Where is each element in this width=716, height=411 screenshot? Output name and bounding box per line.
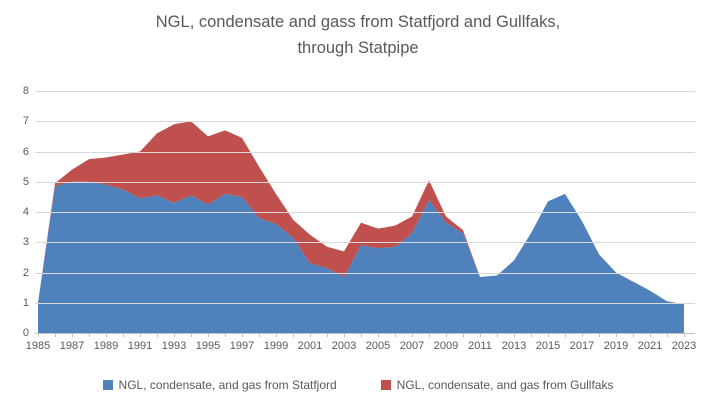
- gullfaks-area-series: [38, 121, 684, 305]
- x-axis-tick-2011: [480, 333, 481, 337]
- x-axis-tick-2012: [497, 333, 498, 337]
- x-axis-tick-2008: [429, 333, 430, 337]
- x-axis-tick-1989: [106, 333, 107, 337]
- x-axis-tick-label-1991: 1991: [127, 340, 153, 352]
- x-axis-tick-label-2007: 2007: [399, 340, 425, 352]
- legend-item-statfjord[interactable]: NGL, condensate, and gas from Statfjord: [102, 378, 337, 392]
- y-axis-tick-label-2: 2: [22, 266, 29, 279]
- x-axis-tick-2004: [361, 333, 362, 337]
- legend-item-gullfaks[interactable]: NGL, condensate, and gas from Gullfaks: [380, 378, 614, 392]
- x-axis-tick-1993: [174, 333, 175, 337]
- gullfaks-series-swatch-icon: [380, 380, 391, 390]
- legend-label-statfjord: NGL, condensate, and gas from Statfjord: [118, 378, 337, 392]
- x-axis-tick-label-2023: 2023: [671, 340, 697, 352]
- x-axis-tick-label-1989: 1989: [93, 340, 119, 352]
- x-axis-line: [35, 333, 695, 334]
- x-axis-tick-1986: [55, 333, 56, 337]
- x-axis-tick-label-1985: 1985: [25, 340, 51, 352]
- x-axis-tick-2018: [599, 333, 600, 337]
- gridline-y-6: [35, 151, 695, 153]
- gridline-y-7: [35, 121, 695, 123]
- y-axis-tick-label-7: 7: [22, 115, 29, 128]
- stacked-area-plot: [38, 121, 684, 333]
- statfjord-area-series: [38, 181, 684, 333]
- y-axis-tick-label-1: 1: [22, 296, 29, 309]
- x-axis-tick-2000: [293, 333, 294, 337]
- x-axis-tick-1997: [242, 333, 243, 337]
- x-axis-tick-label-1993: 1993: [161, 340, 187, 352]
- x-axis-tick-1990: [123, 333, 124, 337]
- legend: NGL, condensate, and gas from Statfjord …: [0, 374, 716, 396]
- chart-title-line2: through Statpipe: [297, 39, 419, 57]
- gridline-y-8: [35, 91, 695, 92]
- x-axis-tick-1988: [89, 333, 90, 337]
- x-axis-tick-1987: [72, 333, 73, 337]
- x-axis-tick-2021: [650, 333, 651, 337]
- x-axis-tick-label-1999: 1999: [263, 340, 289, 352]
- x-axis-tick-1985: [38, 333, 39, 337]
- x-axis-tick-label-1997: 1997: [229, 340, 255, 352]
- x-axis-tick-2007: [412, 333, 413, 337]
- statfjord-series-swatch-icon: [102, 380, 113, 390]
- legend-label-gullfaks: NGL, condensate, and gas from Gullfaks: [396, 378, 614, 392]
- x-axis-tick-2014: [531, 333, 532, 337]
- x-axis-tick-label-2005: 2005: [365, 340, 391, 352]
- x-axis-tick-label-2001: 2001: [297, 340, 323, 352]
- x-axis-tick-2005: [378, 333, 379, 337]
- x-axis-tick-1996: [225, 333, 226, 337]
- y-axis-tick-label-5: 5: [22, 175, 29, 188]
- gridline-y-5: [35, 181, 695, 183]
- x-axis-tick-2019: [616, 333, 617, 337]
- x-axis-tick-1999: [276, 333, 277, 337]
- x-axis-tick-2023: [684, 333, 685, 337]
- x-axis-tick-1992: [157, 333, 158, 337]
- gridline-y-3: [35, 242, 695, 244]
- x-axis-tick-label-2011: 2011: [468, 340, 492, 352]
- x-axis-tick-label-2021: 2021: [637, 340, 663, 352]
- gridline-y-2: [35, 272, 695, 274]
- x-axis-tick-1998: [259, 333, 260, 337]
- x-axis-tick-2017: [582, 333, 583, 337]
- x-axis-tick-label-2015: 2015: [535, 340, 561, 352]
- x-axis-tick-2003: [344, 333, 345, 337]
- x-axis-tick-1991: [140, 333, 141, 337]
- y-axis-tick-label-8: 8: [22, 85, 29, 97]
- y-axis-tick-label-3: 3: [22, 236, 29, 249]
- x-axis-tick-1994: [191, 333, 192, 337]
- x-axis-tick-2001: [310, 333, 311, 337]
- x-axis-tick-label-2019: 2019: [603, 340, 629, 352]
- x-axis-tick-2006: [395, 333, 396, 337]
- chart-title-line1: NGL, condensate and gass from Statfjord …: [155, 13, 561, 31]
- x-axis-tick-2002: [327, 333, 328, 337]
- plot-area: 0 1 2 3 4 5 6 7 8 1985 1987 1989 1991 1993 1995 1997 199…: [23, 85, 696, 352]
- y-axis-tick-label-4: 4: [22, 206, 29, 218]
- x-axis-tick-2009: [446, 333, 447, 337]
- x-axis-tick-2016: [565, 333, 566, 337]
- x-axis-tick-label-2009: 2009: [433, 340, 459, 352]
- x-axis-tick-label-2003: 2003: [331, 340, 357, 352]
- x-axis-tick-label-1987: 1987: [59, 340, 85, 352]
- x-axis-tick-2015: [548, 333, 549, 337]
- gridline-y-1: [35, 302, 695, 304]
- y-axis-tick-label-0: 0: [22, 327, 29, 339]
- x-axis-tick-2022: [667, 333, 668, 337]
- y-axis-tick-label-6: 6: [22, 145, 29, 158]
- x-axis-tick-2013: [514, 333, 515, 337]
- x-axis-tick-label-2017: 2017: [569, 340, 595, 352]
- gridline-y-4: [35, 212, 695, 213]
- x-axis-tick-2010: [463, 333, 464, 337]
- x-axis-tick-2020: [633, 333, 634, 337]
- chart-title: NGL, condensate and gass from Statfjord …: [0, 9, 716, 61]
- x-axis-tick-1995: [208, 333, 209, 337]
- x-axis-tick-label-2013: 2013: [501, 340, 527, 352]
- x-axis-tick-label-1995: 1995: [195, 340, 221, 352]
